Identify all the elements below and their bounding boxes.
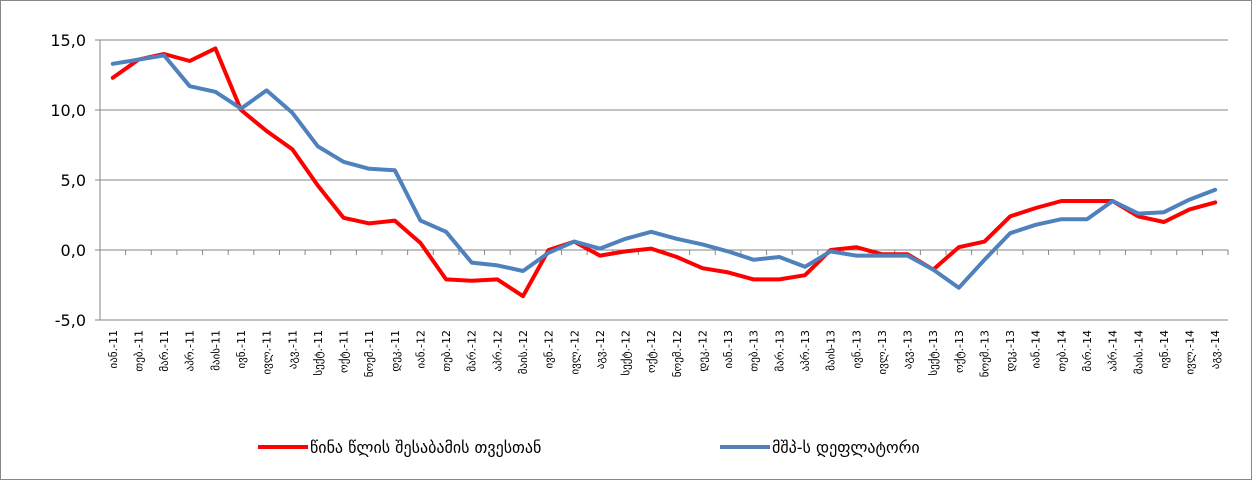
x-tick-label: ნოემ.-12 xyxy=(671,330,684,377)
x-tick-label: აგვ.-14 xyxy=(1209,330,1222,369)
x-tick-label: აპრ.-11 xyxy=(184,330,197,371)
x-tick-label: აპრ.-14 xyxy=(1107,330,1120,371)
y-tick-label: 5,0 xyxy=(61,171,86,190)
x-tick-label: სექტ.-12 xyxy=(620,330,633,376)
x-tick-label: მაის.-12 xyxy=(517,330,530,374)
x-tick-label: სექტ.-13 xyxy=(927,330,940,376)
x-tick-label: მარ.-12 xyxy=(466,330,479,372)
x-tick-label: იან.-13 xyxy=(722,330,735,369)
x-tick-label: თებ.-14 xyxy=(1055,330,1068,372)
legend-label: წინა წლის შესაბამის თვესთან xyxy=(310,438,541,457)
x-tick-label: მარ.-13 xyxy=(773,330,786,372)
x-tick-label: ივლ.-14 xyxy=(1184,330,1197,375)
x-tick-label: თებ.-11 xyxy=(132,330,145,372)
y-tick-label: 10,0 xyxy=(50,101,86,120)
x-tick-label: ივლ.-11 xyxy=(261,330,274,375)
x-tick-label: ივლ.-12 xyxy=(568,330,581,375)
x-tick-label: იან.-14 xyxy=(1030,330,1043,369)
x-tick-label: ოქტ.-12 xyxy=(645,330,658,373)
x-tick-label: აგვ.-11 xyxy=(286,330,299,369)
y-tick-label: -5,0 xyxy=(55,311,86,330)
x-tick-label: დეკ.-13 xyxy=(1004,330,1017,372)
x-tick-label: მაის-13 xyxy=(825,330,838,371)
x-tick-label: ოქტ.-11 xyxy=(338,330,351,373)
y-tick-label: 15,0 xyxy=(50,31,86,50)
x-tick-label: ივნ.-14 xyxy=(1158,330,1171,369)
x-tick-label: აგვ.-13 xyxy=(902,330,915,369)
x-tick-label: ოქტ.-13 xyxy=(953,330,966,373)
line-series xyxy=(110,46,1218,299)
legend-label: მშპ-ს დეფლატორი xyxy=(772,438,920,457)
x-tick-label: იან.-12 xyxy=(414,330,427,369)
x-tick-label: იან.-11 xyxy=(107,330,120,369)
x-tick-label: აპრ.-12 xyxy=(491,330,504,371)
x-tick-label: დეკ.-12 xyxy=(696,330,709,372)
x-tick-label: ნოემ.-11 xyxy=(363,330,376,377)
x-tick-label: აგვ.-12 xyxy=(594,330,607,369)
x-tick-label: დეკ.-11 xyxy=(389,330,402,372)
x-tick-label: თებ.-13 xyxy=(748,330,761,372)
x-tick-label: ნოემ.-13 xyxy=(978,330,991,377)
x-tick-label: მაის.-14 xyxy=(1132,330,1145,374)
x-tick-label: მარ.-14 xyxy=(1081,330,1094,372)
x-tick-label: მაის-11 xyxy=(209,330,222,371)
x-tick-label: აპრ.-13 xyxy=(799,330,812,371)
x-tick-label: ივნ.-13 xyxy=(850,330,863,369)
y-tick-label: 0,0 xyxy=(61,241,86,260)
x-tick-label: მარ.-11 xyxy=(158,330,171,372)
line-series xyxy=(110,53,1218,290)
x-tick-label: სექტ.-11 xyxy=(312,330,325,376)
x-tick-label: ივლ.-13 xyxy=(876,330,889,375)
x-tick-label: ივნ.-11 xyxy=(235,330,248,369)
x-tick-label: თებ.-12 xyxy=(440,330,453,372)
x-tick-label: ივნ.-12 xyxy=(543,330,556,369)
